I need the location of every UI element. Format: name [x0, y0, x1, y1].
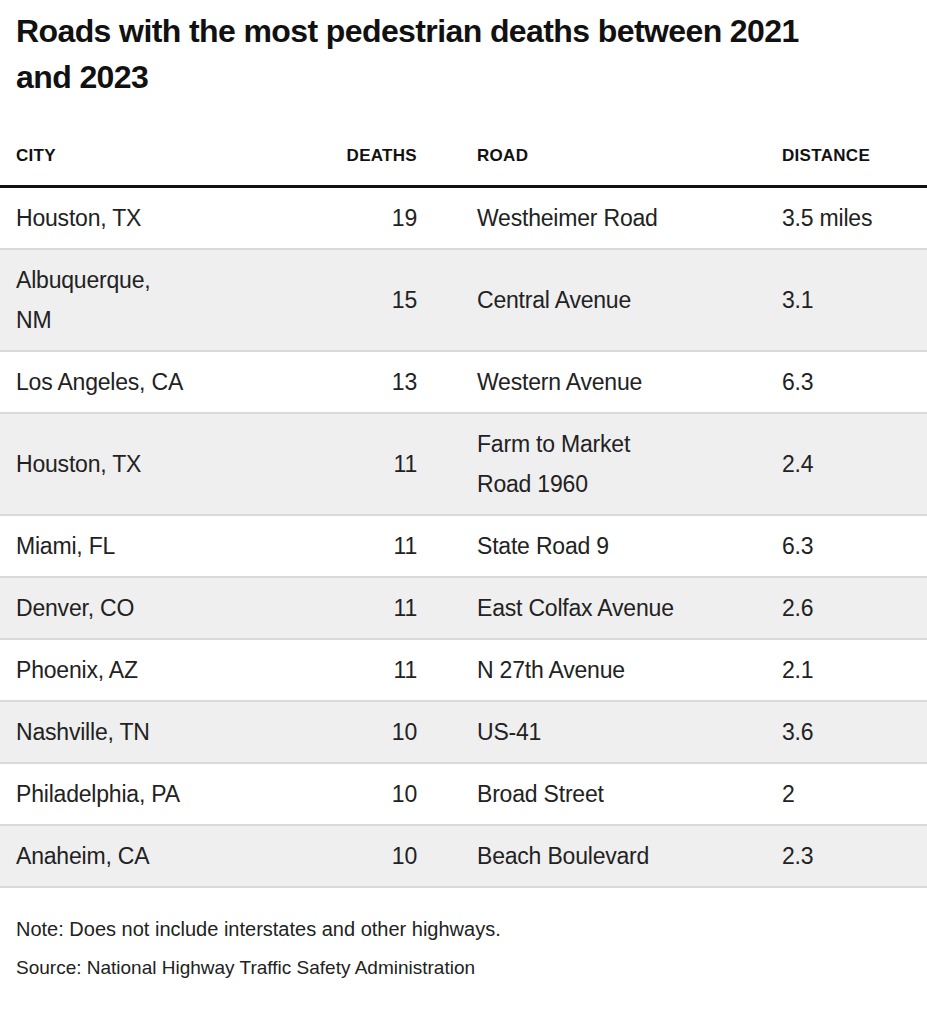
column-header-road: ROAD: [417, 146, 782, 185]
cell-road: Central Avenue: [417, 280, 782, 320]
table-row: Houston, TX11Farm to Market Road 19602.4: [0, 412, 927, 514]
cell-city: Albuquerque, NM: [16, 260, 300, 340]
table-row: Denver, CO11East Colfax Avenue2.6: [0, 576, 927, 638]
cell-distance: 2.3: [782, 836, 911, 876]
cell-road: Farm to Market Road 1960: [417, 424, 782, 504]
cell-distance: 2.1: [782, 650, 911, 690]
column-header-deaths: DEATHS: [300, 146, 417, 185]
cell-city: Phoenix, AZ: [16, 650, 300, 690]
cell-city: Los Angeles, CA: [16, 362, 300, 402]
cell-deaths: 11: [300, 526, 417, 566]
cell-road: Western Avenue: [417, 362, 782, 402]
cell-deaths: 10: [300, 774, 417, 814]
cell-distance: 3.6: [782, 712, 911, 752]
cell-deaths: 10: [300, 712, 417, 752]
column-header-distance: DISTANCE: [782, 146, 911, 185]
table-row: Philadelphia, PA10Broad Street2: [0, 762, 927, 824]
cell-distance: 3.1: [782, 280, 911, 320]
cell-city: Houston, TX: [16, 198, 300, 238]
cell-deaths: 11: [300, 650, 417, 690]
cell-road: State Road 9: [417, 526, 782, 566]
cell-deaths: 11: [300, 444, 417, 484]
cell-deaths: 13: [300, 362, 417, 402]
cell-road: Westheimer Road: [417, 198, 782, 238]
cell-distance: 6.3: [782, 362, 911, 402]
cell-road: Broad Street: [417, 774, 782, 814]
source-text: Source: National Highway Traffic Safety …: [16, 955, 911, 980]
cell-deaths: 15: [300, 280, 417, 320]
table-body: Houston, TX19Westheimer Road3.5 milesAlb…: [0, 188, 927, 888]
column-header-city: CITY: [16, 146, 300, 185]
cell-distance: 2.4: [782, 444, 911, 484]
cell-road: Beach Boulevard: [417, 836, 782, 876]
cell-distance: 2: [782, 774, 911, 814]
cell-city: Anaheim, CA: [16, 836, 300, 876]
note-text: Note: Does not include interstates and o…: [16, 916, 911, 942]
pedestrian-deaths-table: CITY DEATHS ROAD DISTANCE Houston, TX19W…: [0, 146, 927, 888]
cell-city: Philadelphia, PA: [16, 774, 300, 814]
table-row: Los Angeles, CA13Western Avenue6.3: [0, 350, 927, 412]
cell-city: Houston, TX: [16, 444, 300, 484]
table-row: Nashville, TN10US-413.6: [0, 700, 927, 762]
cell-distance: 2.6: [782, 588, 911, 628]
table-row: Phoenix, AZ11N 27th Avenue2.1: [0, 638, 927, 700]
page-title: Roads with the most pedestrian deaths be…: [16, 8, 911, 100]
table-row: Anaheim, CA10Beach Boulevard2.3: [0, 824, 927, 886]
cell-city: Nashville, TN: [16, 712, 300, 752]
cell-distance: 3.5 miles: [782, 198, 911, 238]
cell-deaths: 11: [300, 588, 417, 628]
cell-deaths: 10: [300, 836, 417, 876]
cell-road: N 27th Avenue: [417, 650, 782, 690]
cell-road: East Colfax Avenue: [417, 588, 782, 628]
table-header: CITY DEATHS ROAD DISTANCE: [0, 146, 927, 188]
cell-city: Denver, CO: [16, 588, 300, 628]
cell-city: Miami, FL: [16, 526, 300, 566]
cell-road: US-41: [417, 712, 782, 752]
cell-deaths: 19: [300, 198, 417, 238]
table-row: Miami, FL11State Road 96.3: [0, 514, 927, 576]
table-row: Houston, TX19Westheimer Road3.5 miles: [0, 188, 927, 248]
cell-distance: 6.3: [782, 526, 911, 566]
table-row: Albuquerque, NM15Central Avenue3.1: [0, 248, 927, 350]
